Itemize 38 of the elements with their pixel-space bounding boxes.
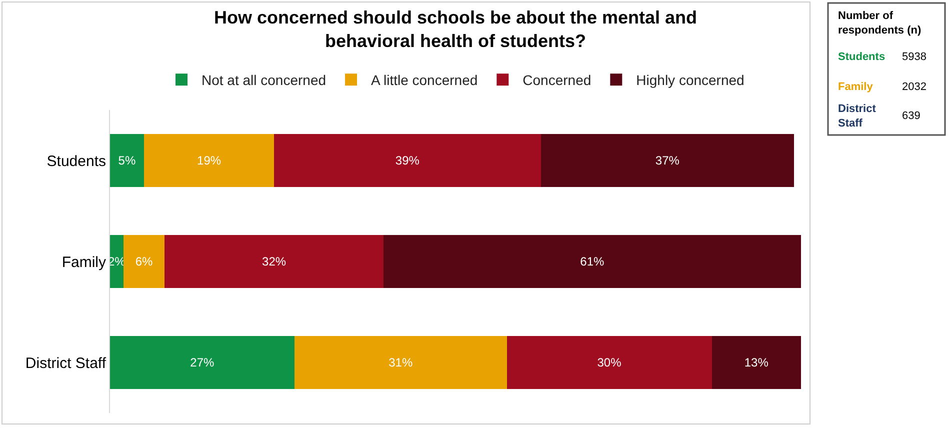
data-label: 19% [197,154,222,168]
data-label: 37% [655,154,680,168]
bar [164,235,384,288]
y-tick-label: Family [62,254,106,271]
data-label: 39% [395,154,420,168]
legend-label: Not at all concerned [202,72,326,88]
data-label: 5% [118,154,136,168]
data-label: 6% [135,254,154,268]
legend-label: Highly concerned [636,72,744,88]
bar [144,134,274,187]
data-label: 61% [580,254,605,268]
y-tick-label: District Staff [25,354,107,372]
category-label: District Staff [838,103,876,130]
category-label: Family [838,81,874,93]
category-label: Students [838,51,886,63]
bar [541,134,794,187]
text: Number of respondents (n) [838,10,922,36]
data-label: 27% [190,356,215,370]
data-label: 13% [744,356,769,370]
legend-label: Concerned [522,72,592,88]
data-label: 639 [902,110,920,122]
data-label: 30% [597,356,622,370]
bar [294,336,507,389]
legend-label: A little concerned [371,72,478,88]
bar [124,235,165,288]
data-label: 31% [388,356,413,370]
data-label: 5938 [902,51,926,63]
bar [110,134,144,187]
bar [506,336,712,389]
chart-title: How concerned should schools be about the mental and behavioral health of students? [214,8,698,51]
bar [712,336,801,389]
data-label: 2032 [902,81,926,93]
bar [110,336,295,389]
bar [384,235,801,288]
data-label: 32% [262,254,286,268]
y-tick-label: Students [46,152,106,170]
bar [110,235,124,288]
bar [274,134,542,187]
